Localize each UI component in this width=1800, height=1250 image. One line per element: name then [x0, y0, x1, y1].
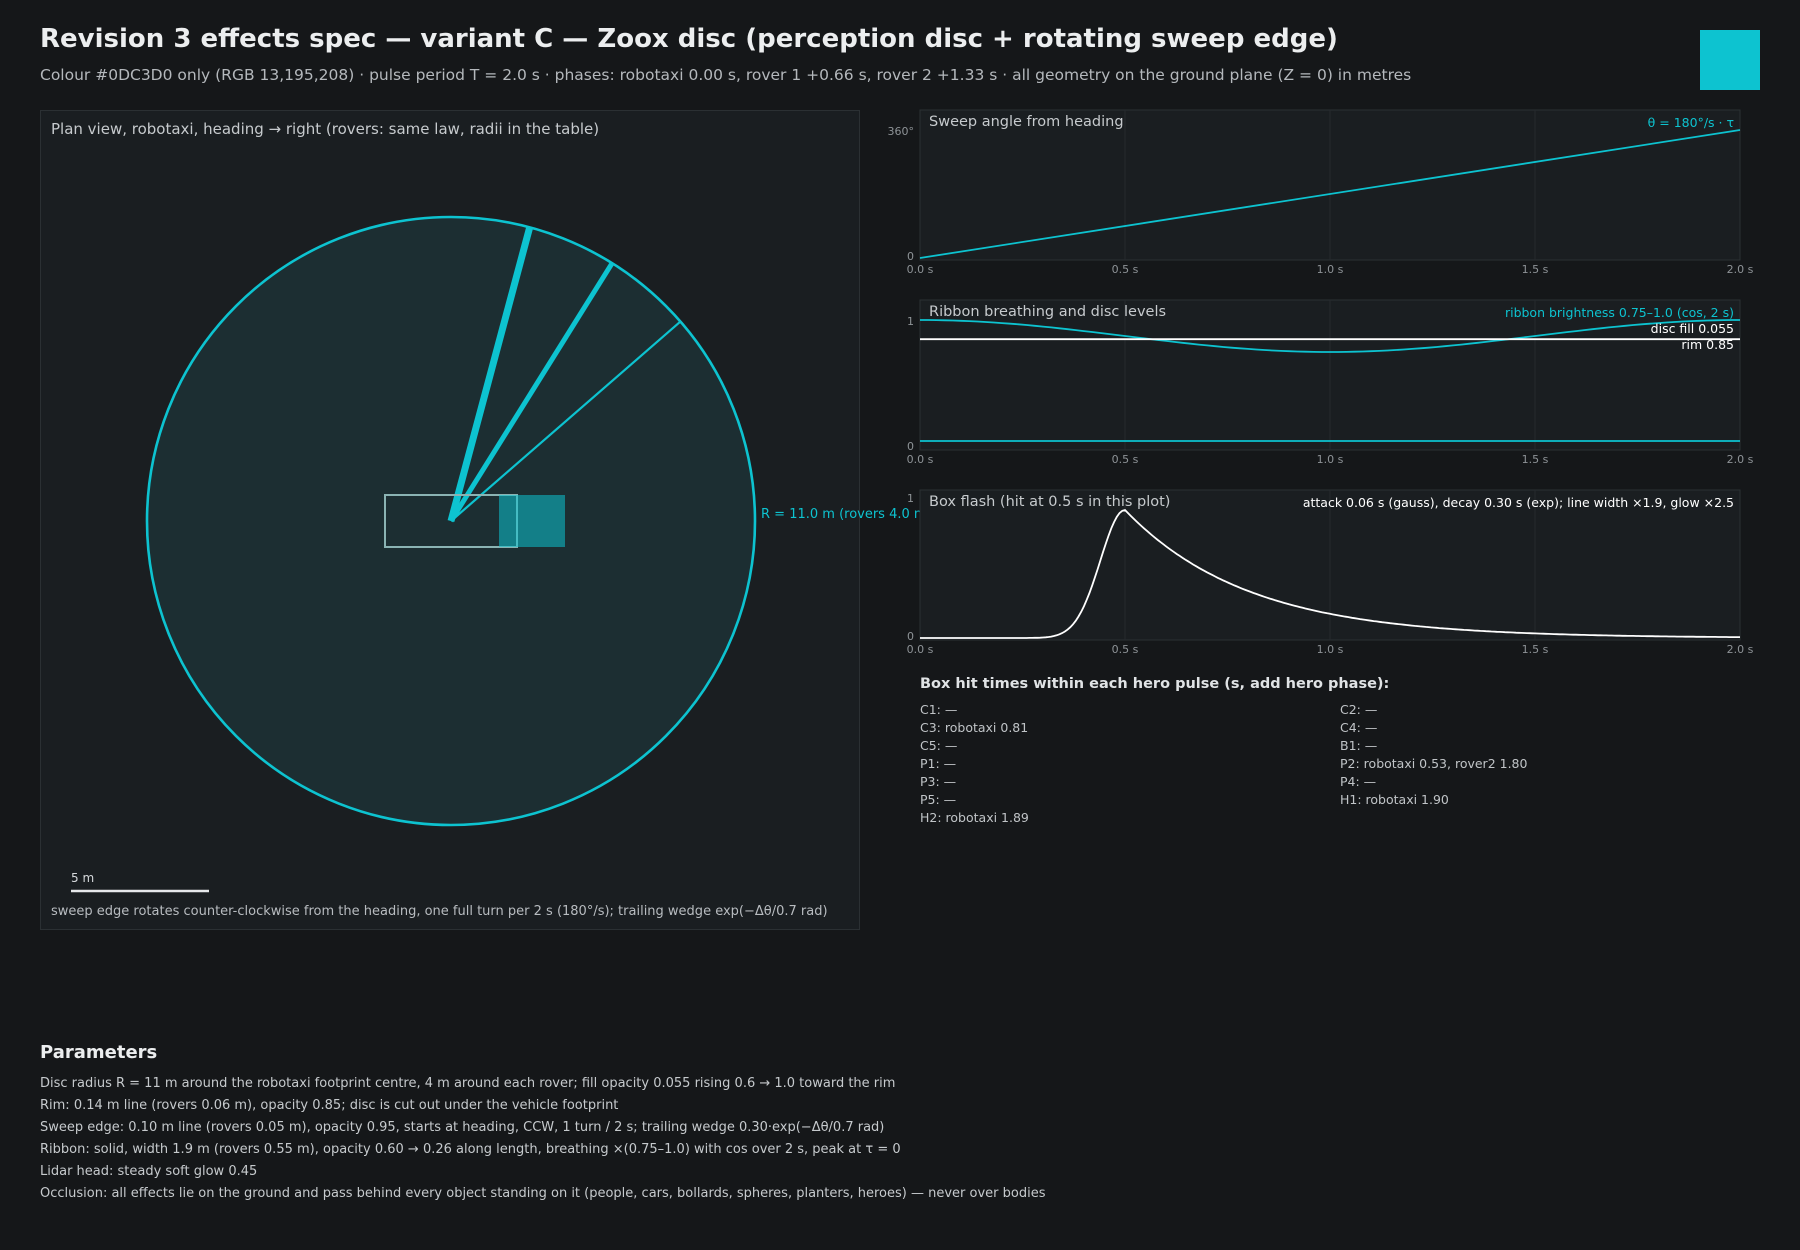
page-title: Revision 3 effects spec — variant C — Zo…	[40, 24, 1338, 54]
disc-radius-label: R = 11.0 m (rovers 4.0 m)	[761, 507, 932, 522]
box-flash-envelope-line	[920, 508, 1740, 639]
sweep-angle-line	[919, 129, 1741, 259]
hit-time-item: B1: —	[1340, 738, 1378, 753]
sweep-edge-line	[447, 226, 534, 522]
hit-time-item: C1: —	[920, 702, 958, 717]
y-tick-label: 0	[907, 250, 914, 263]
box-flash-plot	[919, 489, 1741, 641]
x-tick-label: 1.0 s	[1316, 453, 1344, 466]
sweep-angle-chart: Sweep angle from heading θ = 180°/s · τ …	[888, 109, 1753, 276]
sweep-trail-line	[448, 261, 615, 523]
chart-title: Box flash (hit at 0.5 s in this plot)	[929, 494, 1171, 510]
y-tick-label: 1	[907, 492, 914, 505]
y-tick-label: 1	[907, 315, 914, 328]
hit-time-item: P3: —	[920, 774, 957, 789]
ribbon-breathing-plot	[919, 299, 1741, 451]
x-tick-label: 1.5 s	[1521, 453, 1549, 466]
hit-time-item: C4: —	[1340, 720, 1378, 735]
series-annotation: θ = 180°/s · τ	[1647, 115, 1734, 130]
parameter-line: Disc radius R = 11 m around the robotaxi…	[40, 1076, 896, 1091]
x-tick-label: 0.5 s	[1111, 263, 1139, 276]
x-tick-label: 2.0 s	[1726, 453, 1754, 466]
parameter-line: Occlusion: all effects lie on the ground…	[40, 1186, 1046, 1201]
hit-time-item: P5: —	[920, 792, 957, 807]
hit-time-item: C2: —	[1340, 702, 1378, 717]
y-tick-label: 0	[907, 440, 914, 453]
parameters-heading: Parameters	[40, 1042, 158, 1063]
plan-view-title: Plan view, robotaxi, heading → right (ro…	[51, 120, 600, 138]
scale-bar-label: 5 m	[71, 871, 95, 885]
hit-time-item: P1: —	[920, 756, 957, 771]
sweep-trail-line	[450, 320, 682, 522]
x-tick-label: 1.0 s	[1316, 263, 1344, 276]
hit-times-heading: Box hit times within each hero pulse (s,…	[920, 676, 1390, 692]
robotaxi-lidar-head	[499, 495, 565, 547]
x-tick-label: 1.5 s	[1521, 263, 1549, 276]
x-tick-label: 0.5 s	[1111, 643, 1139, 656]
parameter-line: Lidar head: steady soft glow 0.45	[40, 1164, 258, 1179]
series-annotation: attack 0.06 s (gauss), decay 0.30 s (exp…	[1302, 495, 1734, 510]
chart-title: Sweep angle from heading	[929, 114, 1124, 130]
x-tick-label: 2.0 s	[1726, 643, 1754, 656]
y-tick-label: 0	[907, 630, 914, 643]
plan-view-caption: sweep edge rotates counter-clockwise fro…	[51, 904, 828, 919]
page-subtitle: Colour #0DC3D0 only (RGB 13,195,208) · p…	[40, 66, 1412, 84]
series-annotation: rim 0.85	[1681, 337, 1734, 352]
parameter-line: Ribbon: solid, width 1.9 m (rovers 0.55 …	[40, 1142, 901, 1157]
plan-view-panel: Plan view, robotaxi, heading → right (ro…	[40, 110, 932, 930]
hit-time-item: C5: —	[920, 738, 958, 753]
hit-time-item: H2: robotaxi 1.89	[920, 810, 1029, 825]
chart-title: Ribbon breathing and disc levels	[929, 304, 1167, 320]
parameters-list: Disc radius R = 11 m around the robotaxi…	[40, 1073, 1046, 1205]
parameter-line: Sweep edge: 0.10 m line (rovers 0.05 m),…	[40, 1120, 885, 1135]
y-tick-label: 360°	[887, 125, 915, 138]
colour-swatch	[1700, 30, 1760, 90]
x-tick-label: 0.5 s	[1111, 453, 1139, 466]
hit-time-item: C3: robotaxi 0.81	[920, 720, 1029, 735]
hit-time-item: H1: robotaxi 1.90	[1340, 792, 1449, 807]
x-tick-label: 0.0 s	[906, 643, 934, 656]
x-tick-label: 0.0 s	[906, 263, 934, 276]
hit-time-item: P4: —	[1340, 774, 1377, 789]
x-tick-label: 2.0 s	[1726, 263, 1754, 276]
sweep-angle-plot	[919, 109, 1741, 261]
series-annotation: ribbon brightness 0.75–1.0 (cos, 2 s)	[1504, 305, 1734, 320]
box-flash-chart: Box flash (hit at 0.5 s in this plot) at…	[907, 489, 1753, 656]
x-tick-label: 0.0 s	[906, 453, 934, 466]
parameter-line: Rim: 0.14 m line (rovers 0.06 m), opacit…	[40, 1098, 619, 1113]
series-annotation: disc fill 0.055	[1650, 321, 1734, 336]
x-tick-label: 1.0 s	[1316, 643, 1344, 656]
hit-time-item: P2: robotaxi 0.53, rover2 1.80	[1340, 756, 1528, 771]
ribbon-brightness-line	[920, 319, 1740, 353]
x-tick-label: 1.5 s	[1521, 643, 1549, 656]
plan-view-diagram	[71, 215, 757, 893]
ribbon-breathing-chart: Ribbon breathing and disc levels ribbon …	[907, 299, 1753, 466]
